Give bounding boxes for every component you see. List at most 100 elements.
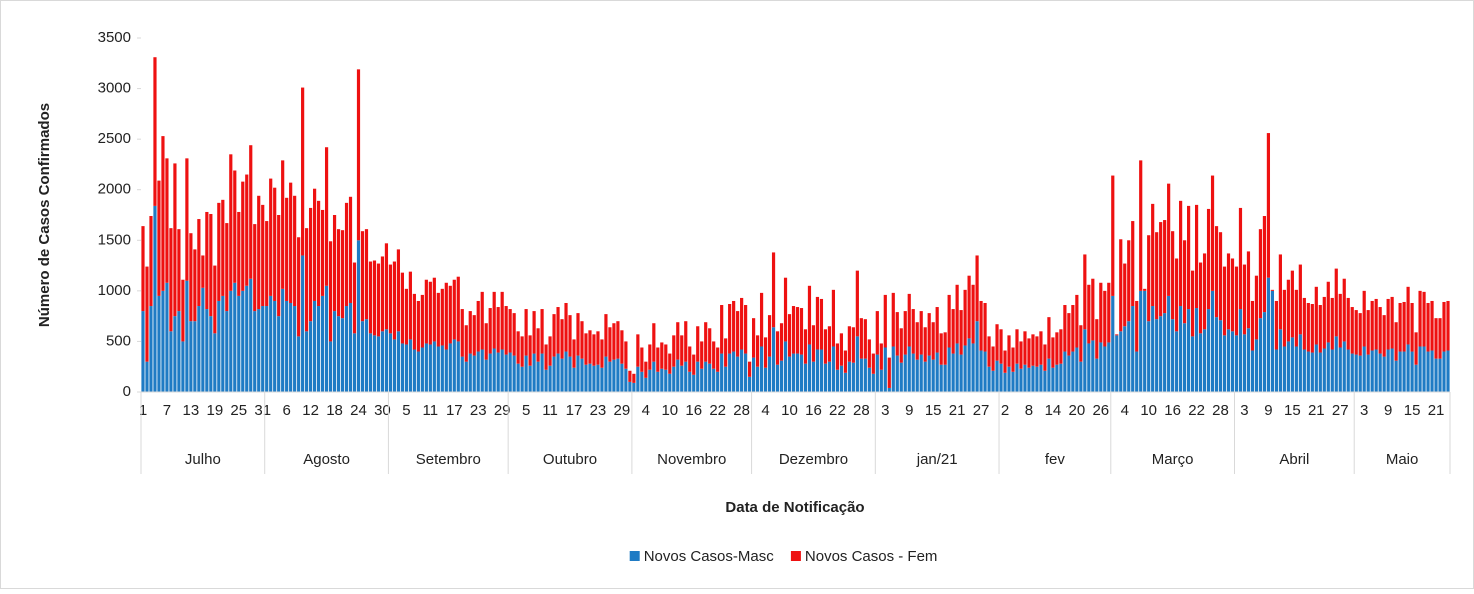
bar-segment — [1059, 363, 1063, 392]
bar-segment — [1222, 266, 1227, 336]
bar-segment — [1342, 341, 1346, 392]
bar-segment — [161, 290, 165, 392]
bar-segment — [827, 326, 832, 362]
group-label: Novembro — [657, 451, 726, 468]
bar-segment — [448, 343, 452, 392]
bar-segment — [755, 335, 760, 367]
bar-segment — [496, 307, 500, 353]
bar-segment — [588, 330, 592, 364]
bar-segment — [556, 353, 560, 392]
bar-segment — [1290, 337, 1294, 392]
bar-segment — [472, 355, 476, 392]
bar-segment — [827, 361, 832, 392]
bar-segment — [1131, 306, 1135, 392]
bar-segment — [297, 237, 301, 337]
bar-segment — [1306, 351, 1310, 392]
bar-segment — [193, 321, 197, 392]
bar-segment — [165, 158, 169, 283]
bar-segment — [408, 339, 412, 392]
bar-segment — [759, 292, 764, 347]
bar-segment — [324, 147, 329, 286]
bar-segment — [1135, 300, 1139, 352]
bar-segment — [847, 361, 851, 392]
bar-segment — [392, 339, 397, 392]
bar-segment — [923, 327, 927, 362]
bar-segment — [153, 57, 157, 206]
bar-segment — [903, 311, 907, 355]
bar-segment — [1434, 358, 1438, 392]
bar-segment — [592, 334, 596, 366]
x-tick-label: 3 — [881, 402, 889, 419]
x-tick-label: 21 — [1308, 402, 1325, 419]
bar-segment — [652, 323, 656, 362]
bar-segment — [779, 360, 784, 392]
bar-segment — [875, 354, 879, 392]
bar-segment — [791, 353, 796, 392]
bar-segment — [1446, 300, 1450, 351]
bar-segment — [145, 266, 149, 362]
bar-segment — [420, 347, 424, 392]
bar-segment — [648, 344, 652, 370]
bar-segment — [620, 363, 624, 392]
bar-segment — [644, 361, 648, 378]
bar-segment — [728, 353, 732, 392]
bar-segment — [1266, 277, 1271, 392]
bar-segment — [412, 293, 416, 350]
x-tick-label: 8 — [1025, 402, 1033, 419]
bar-segment — [1374, 349, 1378, 392]
bar-segment — [1226, 253, 1231, 330]
bar-segment — [1143, 288, 1147, 291]
x-tick-label: 1 — [139, 402, 147, 419]
bar-segment — [1179, 306, 1183, 392]
legend-label: Novos Casos-Masc — [644, 548, 775, 565]
bar-segment — [748, 361, 752, 377]
bar-segment — [221, 295, 225, 392]
bar-segment — [1238, 309, 1243, 392]
bar-segment — [644, 377, 648, 392]
bar-segment — [1242, 264, 1247, 335]
bar-segment — [640, 347, 644, 372]
bar-segment — [724, 338, 728, 367]
y-axis-title: Número de Casos Confirmados — [36, 103, 53, 327]
bar-segment — [564, 351, 568, 392]
bar-segment — [1179, 200, 1183, 307]
bar-segment — [588, 363, 592, 392]
bar-segment — [616, 358, 620, 392]
bar-segment — [927, 313, 931, 356]
bar-segment — [955, 343, 959, 392]
bar-segment — [883, 294, 887, 348]
bar-segment — [680, 335, 684, 366]
bar-segment — [492, 291, 496, 349]
bar-segment — [959, 310, 963, 355]
bar-segment — [935, 307, 939, 353]
bar-segment — [285, 197, 289, 301]
bar-segment — [1446, 350, 1450, 392]
bar-segment — [233, 282, 237, 392]
bar-segment — [1111, 175, 1115, 296]
x-tick-label: 29 — [614, 402, 631, 419]
x-tick-label: 29 — [494, 402, 511, 419]
bar-segment — [604, 356, 608, 392]
bar-segment — [580, 358, 584, 392]
bar-segment — [241, 181, 245, 291]
bar-segment — [520, 366, 524, 392]
bar-segment — [496, 352, 500, 392]
bar-segment — [803, 363, 808, 392]
bar-segment — [576, 355, 580, 392]
bar-segment — [1043, 370, 1047, 392]
bar-segment — [1019, 341, 1023, 369]
group-label: jan/21 — [916, 451, 958, 468]
bar-segment — [297, 336, 301, 392]
bar-segment — [536, 328, 540, 362]
x-tick-label: 6 — [282, 402, 290, 419]
bar-segment — [508, 309, 512, 353]
bar-segment — [372, 335, 377, 392]
bar-segment — [488, 308, 492, 354]
bar-segment — [157, 180, 161, 296]
bar-segment — [340, 230, 345, 319]
bar-segment — [971, 343, 975, 392]
bar-segment — [177, 229, 181, 312]
bar-segment — [1442, 301, 1446, 352]
x-tick-label: 28 — [733, 402, 750, 419]
